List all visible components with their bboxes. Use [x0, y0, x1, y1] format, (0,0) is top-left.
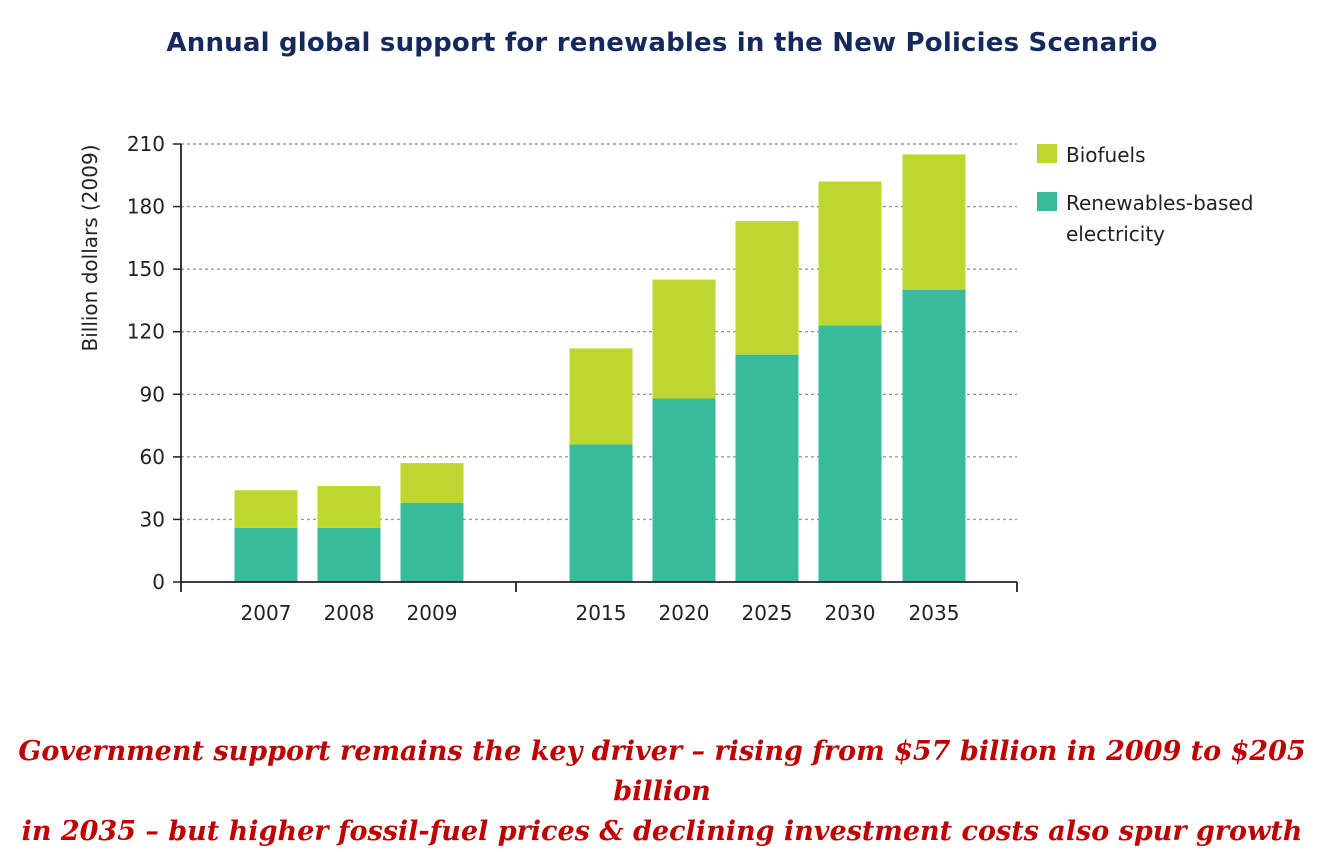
bar-biofuels-2009: [400, 463, 464, 503]
y-tick-label-0: 0: [152, 570, 165, 594]
y-tick-label-60: 60: [140, 445, 165, 469]
y-axis-label: Billion dollars (2009): [78, 144, 102, 351]
y-tick-label-150: 150: [127, 257, 165, 281]
x-label-2015: 2015: [576, 601, 627, 625]
x-label-2009: 2009: [407, 601, 458, 625]
chart-title: Annual global support for renewables in …: [166, 28, 1158, 58]
bar-biofuels-2007: [234, 490, 298, 528]
bar-renewables-based-electricity-2009: [400, 502, 464, 582]
y-tick-label-210: 210: [127, 132, 165, 156]
bar-biofuels-2030: [818, 181, 882, 326]
legend-label-renewables-based-electricity-1: electricity: [1066, 222, 1165, 246]
x-category-labels: 2007 2008 2009 2015 2020 2025 2030 2035: [241, 601, 960, 625]
bar-renewables-based-electricity-2025: [735, 354, 799, 582]
caption-line-2: in 2035 – but higher fossil-fuel prices …: [21, 816, 1303, 847]
x-label-2030: 2030: [825, 601, 876, 625]
bars: [234, 154, 966, 582]
bar-renewables-based-electricity-2015: [569, 444, 633, 582]
legend-label-biofuels-0: Biofuels: [1066, 143, 1146, 167]
bar-biofuels-2015: [569, 348, 633, 445]
bar-biofuels-2035: [902, 154, 966, 290]
legend-swatch-biofuels: [1037, 144, 1057, 163]
caption: Government support remains the key drive…: [0, 732, 1324, 852]
bar-biofuels-2020: [652, 279, 716, 399]
bar-renewables-based-electricity-2007: [234, 527, 298, 582]
x-label-2035: 2035: [909, 601, 960, 625]
bar-renewables-based-electricity-2008: [317, 527, 381, 582]
legend-swatch-renewables-based-electricity: [1037, 192, 1057, 211]
bar-renewables-based-electricity-2030: [818, 325, 882, 582]
y-tick-label-90: 90: [140, 382, 165, 406]
bar-renewables-based-electricity-2035: [902, 290, 966, 582]
x-label-2020: 2020: [659, 601, 710, 625]
y-tick-label-120: 120: [127, 320, 165, 344]
x-label-2025: 2025: [742, 601, 793, 625]
y-tick-labels: 0 30 60 90 120 150 180 210: [127, 132, 165, 594]
y-tick-label-30: 30: [140, 507, 165, 531]
x-label-2008: 2008: [324, 601, 375, 625]
x-label-2007: 2007: [241, 601, 292, 625]
stacked-bar-chart: 0 30 60 90 120 150 180 210 2007 2008 2009 2015 2020…: [78, 132, 1253, 625]
bar-biofuels-2008: [317, 486, 381, 528]
bar-biofuels-2025: [735, 221, 799, 355]
caption-line-1: Government support remains the key drive…: [18, 736, 1306, 807]
legend: Biofuels Renewables-based electricity: [1037, 143, 1253, 246]
legend-label-renewables-based-electricity-0: Renewables-based: [1066, 191, 1253, 215]
bar-renewables-based-electricity-2020: [652, 398, 716, 582]
axes: [173, 143, 1018, 592]
y-tick-label-180: 180: [127, 195, 165, 219]
